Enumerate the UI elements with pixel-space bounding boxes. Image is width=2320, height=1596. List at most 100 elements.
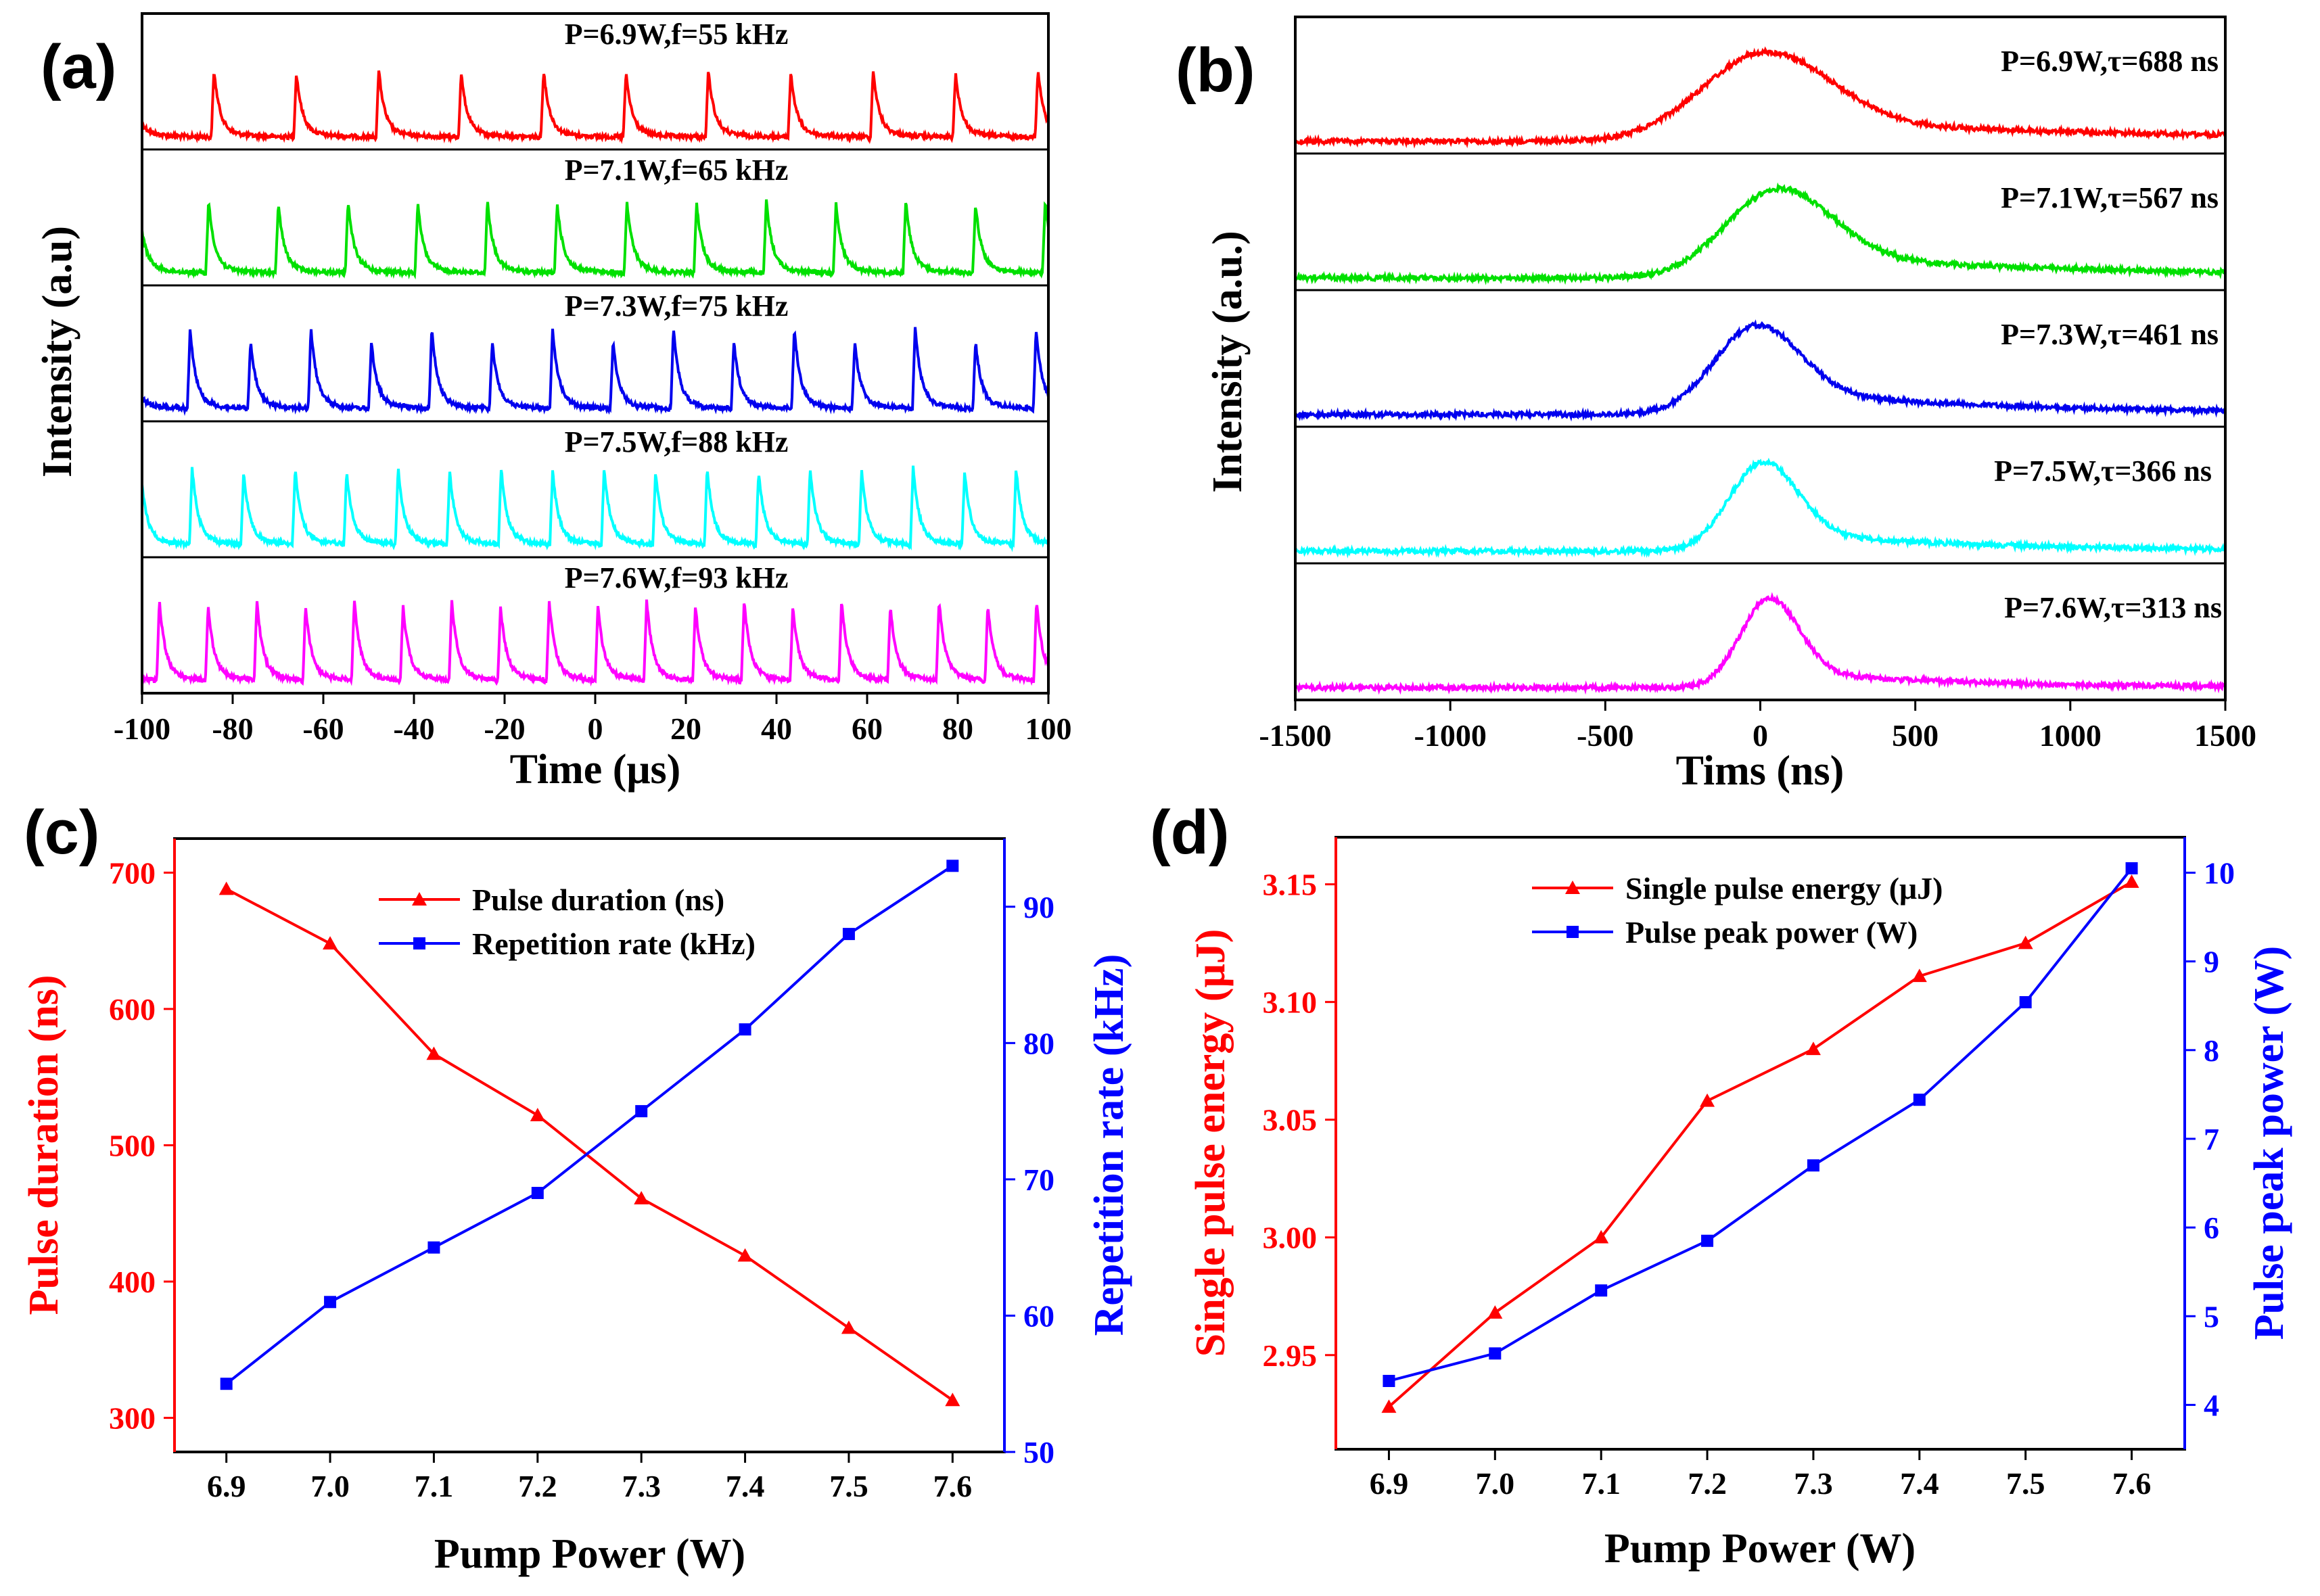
panel-c-point-triangle	[945, 1392, 960, 1407]
panel-a-annotation-1: P=6.9W,f=55 kHz	[565, 18, 789, 51]
panel-c-point-triangle	[634, 1191, 649, 1204]
panel-b-annotation-3: P=7.3W,τ=461 ns	[2001, 318, 2219, 351]
panel-d-series-line-2	[1388, 867, 2133, 1382]
panel-c-y-left-tick-label: 700	[109, 855, 156, 890]
panel-d-x-tick-label: 6.9	[1370, 1466, 1409, 1501]
panel-a-annotation-4: P=7.5W,f=88 kHz	[565, 425, 789, 459]
panel-d-point-triangle	[2018, 935, 2033, 949]
panel-c-x-label: Pump Power (W)	[434, 1531, 745, 1577]
panel-d-y-left-label: Single pulse energy (μJ)	[1188, 929, 1234, 1357]
panel-d-y-left-tick-label: 2.95	[1263, 1338, 1318, 1373]
panel-b-separators	[1295, 152, 2225, 565]
panel-a-trace-4	[141, 465, 1050, 553]
panel-c-series	[218, 860, 960, 1407]
panel-c-legend-label: Repetition rate (kHz)	[472, 926, 756, 961]
panel-c-x-tick-label: 7.1	[415, 1469, 454, 1503]
panel-d-point-square	[1489, 1347, 1502, 1360]
panel-label-c: (c)	[24, 798, 99, 867]
panel-c-x-tick-label: 7.3	[622, 1469, 661, 1503]
panel-d-x-tick-label: 7.6	[2112, 1466, 2152, 1501]
panel-d-x-tick-label: 7.5	[2006, 1466, 2045, 1501]
panel-d-point-square	[1701, 1234, 1714, 1247]
panel-a-y-label: Intensity (a.u)	[34, 226, 80, 477]
panel-c-point-square	[635, 1105, 648, 1118]
panel-c-y-right-tick-label: 90	[1023, 890, 1054, 924]
panel-b-trace-5	[1295, 592, 2227, 695]
panel-d-y-right-tick-label: 10	[2204, 855, 2235, 890]
panel-d-series-line-1	[1388, 881, 2133, 1408]
panel-b-x-tick-label: 1000	[2039, 718, 2102, 753]
panel-c-point-triangle	[737, 1248, 753, 1262]
panel-c-point-square	[324, 1296, 337, 1309]
panel-d-x-tick-label: 7.0	[1476, 1466, 1515, 1501]
panel-d-legend: Single pulse energy (μJ) Pulse peak power…	[1532, 871, 1943, 949]
panel-c-x-tick-label: 7.4	[726, 1469, 765, 1503]
panel-a-x-tick-label: 0	[588, 711, 603, 746]
panel-c-ticks: 6.9 7.0 7.1 7.2 7.3 7.4 7.5 7.6 300 400 500 600 700 5…	[109, 839, 1054, 1503]
panel-c-point-square	[842, 928, 855, 941]
panel-b-trace-1	[1295, 46, 2227, 149]
panel-label-a: (a)	[41, 32, 116, 101]
panel-c-legend-label: Pulse duration (ns)	[472, 883, 724, 917]
panel-b-annotation-1: P=6.9W,τ=688 ns	[2001, 45, 2219, 78]
panel-c-y-right-tick-label: 60	[1023, 1298, 1054, 1333]
panel-c-point-triangle	[426, 1046, 442, 1060]
panel-d-y-right-tick-label: 5	[2204, 1299, 2219, 1334]
panel-a-x-tick-label: 60	[852, 711, 883, 746]
panel-b-traces	[1294, 46, 2227, 695]
panel-c-y-left-tick-label: 300	[109, 1401, 156, 1436]
panel-d-legend-label: Pulse peak power (W)	[1625, 915, 1918, 949]
panel-d-point-square	[1383, 1375, 1395, 1388]
panel-c-point-triangle	[530, 1108, 545, 1121]
panel-b-x-label: Tims (ns)	[1676, 748, 1845, 794]
panel-a-x-tick-label: -80	[212, 711, 253, 746]
panel-d-y-right-tick-label: 6	[2204, 1211, 2219, 1245]
panel-a-x-tick-label: 80	[942, 711, 973, 746]
panel-a-separators	[142, 148, 1048, 559]
panel-d-x-tick-label: 7.3	[1794, 1466, 1833, 1501]
panel-c-y-left-tick-label: 600	[109, 992, 156, 1027]
panel-b-x-tick-label: 0	[1753, 718, 1768, 753]
panel-b-trace-4	[1294, 457, 2227, 559]
panel-c-point-square	[739, 1023, 751, 1036]
panel-c-point-square	[427, 1241, 440, 1254]
panel-c-point-square	[531, 1187, 544, 1200]
panel-c-y-right-tick-label: 80	[1023, 1026, 1054, 1060]
panel-c-y-right-label: Repetition rate (kHz)	[1086, 954, 1132, 1336]
panel-a-trace-1	[141, 70, 1050, 145]
panel-c-x-tick-label: 7.6	[933, 1469, 973, 1503]
panel-a-annotation-3: P=7.3W,f=75 kHz	[565, 289, 789, 323]
panel-c-y-right-tick-label: 70	[1023, 1163, 1054, 1197]
panel-a-annotation-5: P=7.6W,f=93 kHz	[565, 561, 789, 594]
panel-d-point-square	[2125, 862, 2138, 874]
panel-d-point-triangle	[1594, 1229, 1609, 1244]
panel-a-x-tick-label: 40	[761, 711, 792, 746]
panel-a-trace-5	[141, 599, 1050, 687]
panel-b-annotation-2: P=7.1W,τ=567 ns	[2001, 181, 2219, 214]
panel-a-x-tick-label: 100	[1025, 711, 1072, 746]
panel-b-annotation-5: P=7.6W,τ=313 ns	[2004, 591, 2222, 624]
panel-label-b: (b)	[1176, 36, 1255, 105]
panel-c-point-square	[220, 1378, 233, 1390]
panel-a-x-tick-label: -100	[114, 711, 170, 746]
panel-d-point-square	[1913, 1094, 1926, 1106]
panel-a-x-ticks: -100 -80 -60 -40 -20 0 20 40 60 80 100	[114, 693, 1072, 746]
panel-d-point-square	[1595, 1284, 1608, 1297]
panel-a: (a) P=6.9W,f=55 kHz P=7.1W,f=65 kHz P=7.3W…	[34, 12, 1072, 793]
panel-c-x-tick-label: 7.2	[518, 1469, 557, 1503]
panel-d-series	[1381, 862, 2139, 1413]
panel-d-legend-label: Single pulse energy (μJ)	[1625, 871, 1943, 906]
panel-b-x-tick-label: -1000	[1414, 718, 1487, 753]
panel-c-point-triangle	[841, 1320, 856, 1334]
panel-d-y-right-label: Pulse peak power (W)	[2246, 946, 2292, 1340]
panel-a-x-tick-label: -40	[393, 711, 434, 746]
panel-c: (c) 6.9 7.0 7.1 7.2 7.3 7.4 7.5 7.6 300 400 500 600…	[21, 798, 1132, 1577]
panel-c-legend-marker	[413, 937, 425, 949]
panel-d-x-tick-label: 7.2	[1688, 1466, 1727, 1501]
panel-c-y-right-tick-label: 50	[1023, 1435, 1054, 1470]
panel-d-y-right-tick-label: 9	[2204, 945, 2219, 979]
panel-d-y-right-tick-label: 4	[2204, 1388, 2219, 1422]
panel-d-point-triangle	[1381, 1399, 1397, 1413]
panel-d-point-triangle	[1700, 1093, 1715, 1107]
